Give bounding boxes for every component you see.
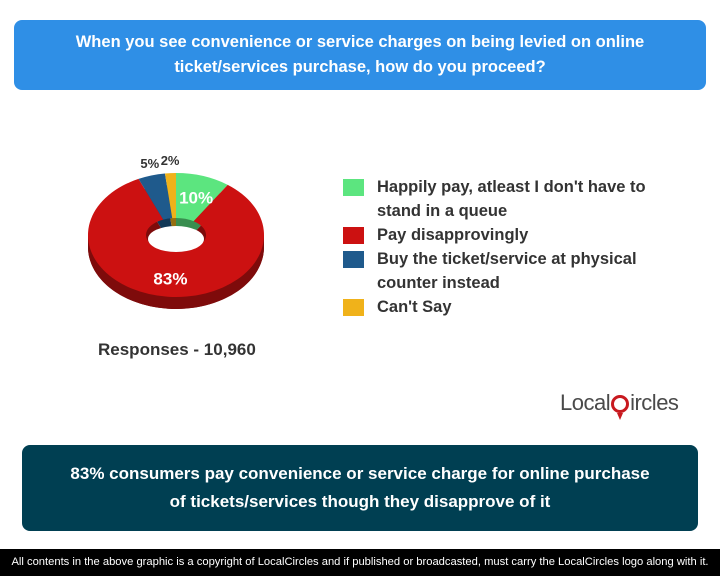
slice-value-label-0: 10%: [179, 188, 213, 207]
copyright-footer: All contents in the above graphic is a c…: [0, 549, 720, 576]
slice-value-label-2: 5%: [140, 156, 159, 171]
summary-banner: 83% consumers pay convenience or service…: [22, 445, 698, 531]
logo-text-ircles: ircles: [630, 390, 679, 415]
legend-swatch: [343, 251, 364, 268]
legend-item-pay-disapprovingly: Pay disapprovingly: [343, 223, 673, 247]
donut-chart: 10% 83% 5% 2%: [88, 153, 264, 309]
logo-text-local: Local: [560, 390, 611, 415]
legend-label: Buy the ticket/service at physical count…: [377, 250, 637, 292]
slice-3: [164, 173, 176, 219]
legend-label: Pay disapprovingly: [377, 226, 529, 244]
responses-count: Responses - 10,960: [98, 340, 256, 359]
question-text: When you see convenience or service char…: [75, 33, 645, 76]
slice-value-label-1: 83%: [153, 269, 187, 288]
localcircles-logo: Local ircles: [560, 390, 679, 420]
legend-item-happily-pay: Happily pay, atleast I don't have to sta…: [343, 175, 673, 223]
legend-item-buy-physical: Buy the ticket/service at physical count…: [343, 247, 673, 295]
donut-hole: [148, 226, 204, 252]
legend-swatch: [343, 179, 364, 196]
slice-1: [88, 178, 264, 297]
slice-2: [138, 173, 173, 220]
slice-value-label-3: 2%: [161, 153, 180, 168]
legend-swatch: [343, 227, 364, 244]
summary-text: 83% consumers pay convenience or service…: [70, 464, 650, 511]
legend-swatch: [343, 299, 364, 316]
slice-0: [176, 173, 228, 222]
legend-label: Happily pay, atleast I don't have to sta…: [377, 178, 646, 220]
legend-label: Can't Say: [377, 298, 452, 316]
question-banner: When you see convenience or service char…: [14, 20, 706, 90]
logo-pin-icon: [611, 395, 630, 420]
chart-legend: Happily pay, atleast I don't have to sta…: [343, 175, 673, 319]
legend-item-cant-say: Can't Say: [343, 295, 673, 319]
